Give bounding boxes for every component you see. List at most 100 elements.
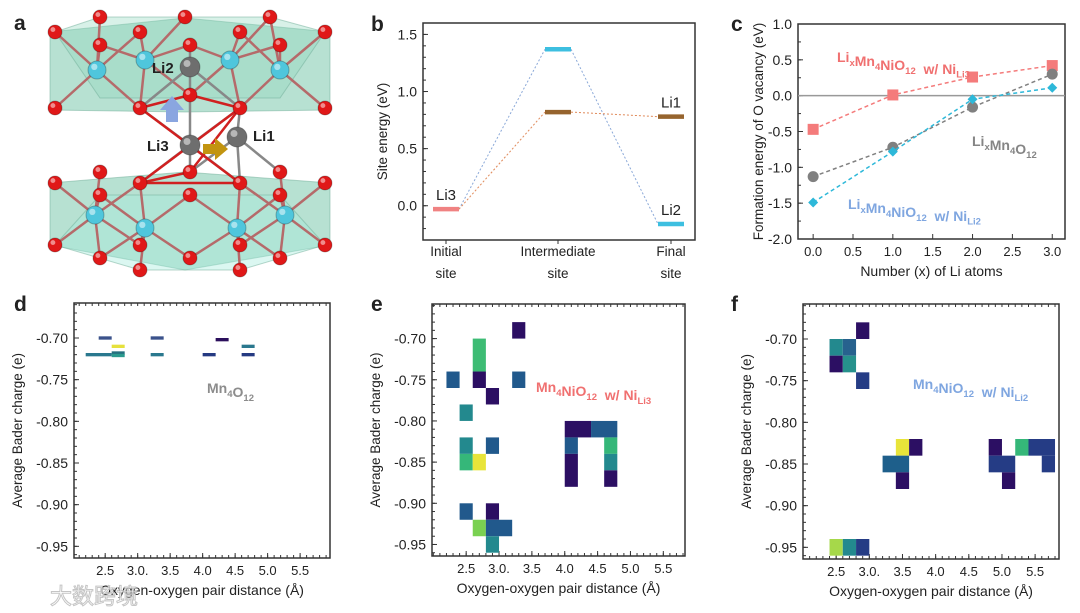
- oxygen-atom: [47, 175, 63, 191]
- panel-letter-e: e: [371, 293, 383, 316]
- subscript: 4: [227, 389, 233, 400]
- heatmap-cell: [485, 503, 500, 520]
- oxygen-atom-highlight: [320, 103, 326, 109]
- li3-atom-highlight: [183, 138, 191, 145]
- oxygen-atom-highlight: [320, 27, 326, 32]
- bond: [279, 31, 326, 71]
- mn-atom: [135, 218, 155, 238]
- li2-atom-highlight: [183, 60, 191, 67]
- text-run: O: [1015, 141, 1026, 157]
- text-run: Mn: [913, 376, 933, 392]
- li1-atom-highlight: [230, 130, 238, 137]
- oxygen-atom-highlight: [275, 253, 281, 258]
- oxygen-atom-highlight: [135, 240, 141, 245]
- oxygen-atom-highlight: [135, 265, 141, 270]
- bond: [54, 31, 98, 71]
- panel-letter-b: b: [371, 13, 384, 36]
- text-run: Mn: [866, 200, 886, 216]
- bond: [189, 193, 238, 230]
- panel-c-vacancy-formation-chart: -2.0 -1.5 -1.0 -0.5 0.0 0.5 1.0 0.0 0.5 1.0 1.5 2.0…: [751, 16, 1066, 279]
- x-tick-label: 4.5: [589, 561, 607, 576]
- x-tick-label: 5.0: [993, 564, 1011, 579]
- transition-path-line: [570, 111, 659, 118]
- oxygen-atom: [232, 175, 248, 191]
- heatmap-cell: [111, 351, 125, 355]
- heatmap-cell: [459, 404, 473, 421]
- y-tick-label: -0.5: [768, 124, 792, 140]
- li3-atom: [179, 134, 201, 156]
- panel-e-bader-heatmap: -0.70 -0.75 -0.80 -0.85 -0.90 -0.95 2.5 3.0. 3.5…: [368, 303, 686, 596]
- heatmap-cell: [472, 453, 486, 471]
- oxygen-atom: [232, 100, 248, 116]
- x-tick-label: Initial: [430, 244, 462, 259]
- energy-level-label: Li2: [661, 202, 681, 219]
- text-run: w/ Ni: [916, 61, 956, 77]
- bond: [239, 69, 281, 109]
- series-line: [812, 73, 1053, 178]
- oxygen-atom-highlight: [135, 103, 141, 109]
- y-tick-label: 1.0: [398, 84, 418, 100]
- y-tick-label: -0.85: [394, 454, 426, 470]
- mn-atom-highlight: [89, 208, 96, 216]
- bond: [189, 226, 238, 260]
- right-arrow-icon: [203, 138, 228, 160]
- bond: [239, 31, 281, 71]
- subscript: 4: [556, 388, 562, 399]
- heatmap-cell: [604, 453, 618, 471]
- x-tick-label: site: [547, 266, 568, 281]
- heatmap-cell: [829, 339, 843, 356]
- y-tick-label: -0.75: [765, 373, 797, 389]
- x-axis-label: Oxygen-oxygen pair distance (Å): [829, 583, 1033, 599]
- mn-atom: [220, 50, 240, 70]
- subscript: 4: [933, 385, 939, 396]
- transition-path-line: [570, 49, 659, 225]
- heatmap-cell: [485, 388, 500, 405]
- x-tick-label: 4.5: [226, 563, 244, 578]
- oxygen-atom: [232, 237, 248, 253]
- oxygen-atom: [182, 250, 198, 266]
- oxygen-atom-highlight: [135, 178, 141, 183]
- y-axis-label: Average Bader charge (e): [368, 352, 383, 507]
- subscript: 12: [1026, 150, 1037, 161]
- oxygen-atom-highlight: [235, 103, 241, 109]
- y-tick-label: -0.85: [36, 455, 68, 471]
- series-annotation: LixMn4NiO12 w/ NiLi2: [848, 196, 981, 228]
- heatmap-cell: [856, 322, 870, 339]
- heatmap-cell: [1041, 455, 1056, 473]
- oxygen-atom: [132, 262, 148, 278]
- mn-atom-highlight: [91, 63, 98, 70]
- panel-b-site-energy-chart: 0.0 0.5 1.0 1.5 Site energy (eV) Initial site I…: [375, 22, 696, 281]
- x-tick-label: 3.0.: [127, 563, 149, 578]
- oxygen-atom-highlight: [95, 40, 101, 45]
- diamond-marker: [1047, 82, 1058, 93]
- text-run: Mn: [207, 380, 227, 396]
- x-tick-label: Intermediate: [520, 244, 595, 259]
- oxygen-atom: [182, 187, 198, 203]
- series-annotation: LixMn4NiO12 w/ NiLi3: [837, 49, 970, 81]
- x-tick-label: 3.0: [1043, 244, 1061, 259]
- bond: [54, 69, 98, 109]
- text-run: NiO: [880, 57, 905, 73]
- oxygen-atom: [92, 250, 108, 266]
- mn-atom-highlight: [231, 221, 238, 229]
- x-tick-label: 2.0: [964, 244, 982, 259]
- oxygen-atom-highlight: [275, 190, 281, 195]
- oxygen-atom-highlight: [185, 190, 191, 195]
- x-tick-label: 4.0: [194, 563, 212, 578]
- oxygen-atom: [177, 9, 193, 25]
- energy-level-label: Li3: [436, 187, 456, 204]
- transition-path-line: [458, 49, 546, 210]
- bond: [189, 66, 241, 109]
- subscript: 12: [905, 66, 916, 77]
- energy-level-label: Li1: [661, 95, 681, 112]
- plot-frame: [73, 302, 331, 559]
- text-run: w/ Ni: [597, 387, 637, 403]
- heatmap-cell: [842, 355, 857, 373]
- heatmap-cell: [604, 470, 618, 487]
- y-tick-label: 1.5: [398, 26, 418, 42]
- oxygen-atom: [132, 237, 148, 253]
- x-axis-label: Oxygen-oxygen pair distance (Å): [100, 582, 304, 598]
- oxygen-atom: [182, 87, 198, 103]
- heatmap-cell: [241, 344, 255, 348]
- x-tick-label: 5.5: [654, 561, 672, 576]
